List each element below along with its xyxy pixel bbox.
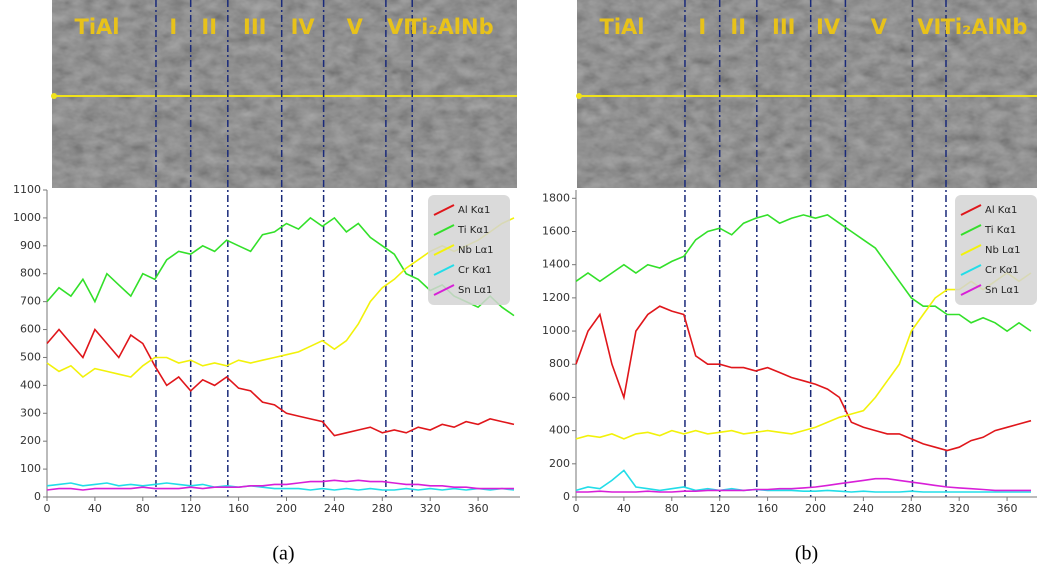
x-tick-label: 360	[997, 502, 1018, 515]
legend-label: Nb Lα1	[985, 245, 1021, 256]
legend-swatch	[960, 284, 982, 296]
y-tick-label: 1400	[542, 258, 570, 271]
y-tick-label: 300	[20, 406, 41, 419]
legend-swatch	[960, 224, 982, 236]
x-tick-label: 160	[757, 502, 778, 515]
series-line	[46, 479, 514, 491]
legend-box	[955, 195, 1037, 305]
legend-label: Cr Kα1	[458, 265, 492, 276]
x-tick-label: 40	[617, 502, 631, 515]
series-line	[46, 482, 515, 491]
legend-label: Sn Lα1	[985, 285, 1019, 296]
zone-label: III	[772, 15, 795, 39]
caption: (b)	[795, 543, 818, 565]
zone-label: II	[730, 15, 746, 39]
y-tick-label: 600	[20, 323, 41, 336]
series-line	[576, 477, 1031, 493]
legend-label: Ti Kα1	[984, 225, 1016, 236]
x-tick-label: 240	[853, 502, 874, 515]
y-tick-label: 400	[549, 424, 570, 437]
series-line	[575, 469, 1031, 493]
legend-swatch	[433, 244, 455, 256]
legend-swatch	[433, 264, 455, 276]
zone-label: Ti₂AlNb	[941, 15, 1028, 39]
x-tick-label: 320	[949, 502, 970, 515]
y-tick-label: 1100	[13, 183, 41, 196]
legend: Al Kα1 Ti Kα1 Nb Lα1 Cr Kα1 Sn Lα1	[955, 195, 1037, 305]
y-tick-label: 1000	[13, 211, 41, 224]
legend-swatch	[960, 244, 982, 256]
x-tick-label: 80	[136, 502, 150, 515]
y-tick-label: 900	[20, 239, 41, 252]
x-tick-label: 120	[709, 502, 730, 515]
zone-label: I	[169, 15, 177, 39]
zone-label: VI	[387, 15, 411, 39]
y-tick-label: 200	[20, 434, 41, 447]
legend-box	[428, 195, 510, 305]
x-tick-label: 280	[372, 502, 393, 515]
x-tick-label: 160	[228, 502, 249, 515]
sem-texture	[52, 0, 517, 188]
zone-label: I	[698, 15, 706, 39]
x-tick-label: 200	[805, 502, 826, 515]
y-tick-label: 500	[20, 350, 41, 363]
legend-swatch	[433, 284, 455, 296]
y-tick-label: 100	[20, 462, 41, 475]
zone-label: V	[347, 15, 364, 39]
x-tick-label: 0	[44, 502, 51, 515]
zone-label: III	[243, 15, 266, 39]
y-tick-label: 1200	[542, 291, 570, 304]
sem-texture	[577, 0, 1037, 188]
legend-label: Nb Lα1	[458, 245, 494, 256]
zone-label: Ti₂AlNb	[407, 15, 494, 39]
zone-label: II	[201, 15, 217, 39]
legend-label: Al Kα1	[458, 205, 490, 216]
legend-label: Al Kα1	[985, 205, 1017, 216]
y-tick-label: 1600	[542, 224, 570, 237]
legend-label: Ti Kα1	[457, 225, 489, 236]
x-tick-label: 200	[276, 502, 297, 515]
zone-label: TiAl	[75, 15, 120, 39]
y-tick-label: 800	[20, 267, 41, 280]
x-tick-label: 360	[468, 502, 489, 515]
x-tick-label: 240	[324, 502, 345, 515]
x-tick-label: 320	[420, 502, 441, 515]
scan-start	[576, 93, 582, 99]
y-tick-label: 800	[549, 357, 570, 370]
zone-label: IV	[816, 15, 841, 39]
legend-label: Sn Lα1	[458, 285, 492, 296]
x-tick-label: 80	[665, 502, 679, 515]
x-tick-label: 40	[88, 502, 102, 515]
y-tick-label: 1000	[542, 324, 570, 337]
zone-label: VI	[917, 15, 941, 39]
x-tick-label: 120	[180, 502, 201, 515]
zone-label: IV	[291, 15, 316, 39]
y-tick-label: 0	[563, 490, 570, 503]
legend-swatch	[960, 204, 982, 216]
legend-swatch	[433, 204, 455, 216]
y-tick-label: 700	[20, 295, 41, 308]
y-tick-label: 1800	[542, 191, 570, 204]
caption: (a)	[272, 543, 294, 565]
legend-label: Cr Kα1	[985, 265, 1019, 276]
series-line	[575, 305, 1032, 452]
y-tick-label: 200	[549, 457, 570, 470]
zone-label: TiAl	[600, 15, 645, 39]
x-tick-label: 0	[573, 502, 580, 515]
y-tick-label: 0	[34, 490, 41, 503]
legend: Al Kα1 Ti Kα1 Nb Lα1 Cr Kα1 Sn Lα1	[428, 195, 510, 305]
y-tick-label: 400	[20, 378, 41, 391]
series-line	[46, 328, 515, 437]
zone-label: V	[871, 15, 888, 39]
y-tick-label: 600	[549, 390, 570, 403]
x-tick-label: 280	[901, 502, 922, 515]
legend-swatch	[960, 264, 982, 276]
series-line	[575, 214, 1032, 333]
scan-start	[51, 93, 57, 99]
legend-swatch	[433, 224, 455, 236]
